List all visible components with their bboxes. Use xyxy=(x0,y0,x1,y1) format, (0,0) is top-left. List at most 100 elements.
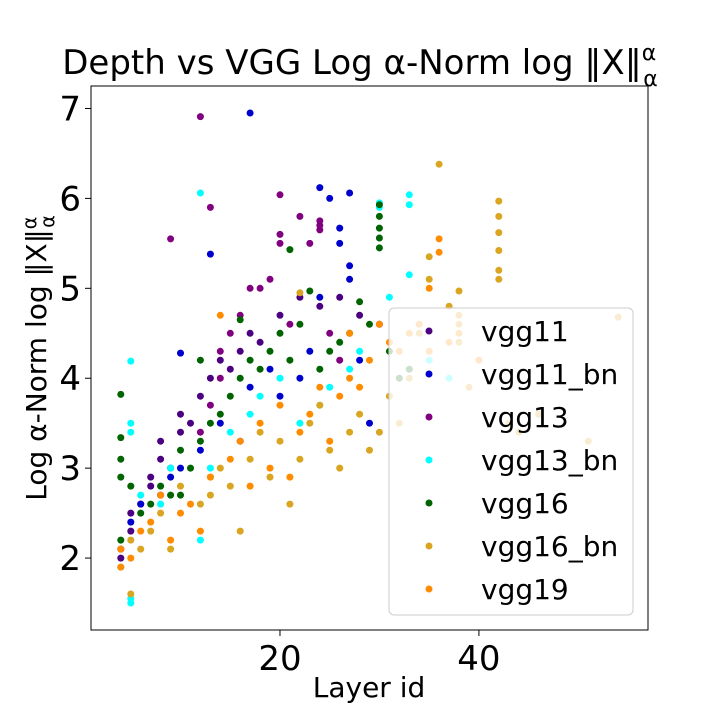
y-tick-label: 7 xyxy=(59,89,81,129)
point-vgg16_bn-42 xyxy=(495,212,503,220)
point-vgg16_bn-31 xyxy=(425,253,433,261)
point-vgg16_bn-8 xyxy=(206,491,214,499)
point-vgg19-18 xyxy=(276,401,284,409)
point-vgg19-17 xyxy=(266,464,274,472)
point-vgg11-3 xyxy=(127,509,135,517)
point-vgg16_bn-19 xyxy=(306,419,314,427)
point-vgg13_bn-16 xyxy=(296,419,304,427)
point-vgg11_bn-24 xyxy=(356,356,364,364)
point-vgg19-29 xyxy=(375,320,383,328)
point-vgg19-21 xyxy=(306,410,314,418)
point-vgg11-0 xyxy=(117,554,125,562)
point-vgg19-12 xyxy=(216,311,224,319)
legend-label-vgg11: vgg11 xyxy=(481,315,569,348)
point-vgg19-19 xyxy=(286,473,294,481)
point-vgg16_bn-10 xyxy=(226,482,234,490)
point-vgg11-13 xyxy=(196,392,204,400)
point-vgg16-26 xyxy=(296,320,304,328)
legend: vgg11 vgg11_bn vgg13 vgg13_bn vgg16 vgg16_bnv… xyxy=(388,307,634,616)
y-tick-label: 2 xyxy=(59,539,81,579)
point-vgg13-21 xyxy=(326,329,334,337)
point-vgg16_bn-15 xyxy=(276,437,284,445)
point-vgg11_bn-7 xyxy=(206,250,214,258)
point-vgg16_bn-32 xyxy=(425,275,433,283)
point-vgg11-6 xyxy=(147,473,155,481)
point-vgg16_bn-0 xyxy=(127,590,135,598)
point-vgg16_bn-43 xyxy=(495,229,503,237)
x-tick-label: 40 xyxy=(457,639,500,679)
point-vgg13_bn-15 xyxy=(276,374,284,382)
point-vgg19-8 xyxy=(187,500,194,508)
point-vgg11_bn-23 xyxy=(346,262,354,270)
point-vgg19-36 xyxy=(435,235,443,243)
point-vgg13_bn-23 xyxy=(385,293,393,301)
legend-marker-vgg11_bn xyxy=(425,370,433,378)
point-vgg13_bn-20 xyxy=(356,347,364,355)
point-vgg16-34 xyxy=(375,201,383,209)
point-vgg16_bn-33 xyxy=(435,160,443,168)
point-vgg13_bn-12 xyxy=(226,428,234,436)
point-vgg16-35 xyxy=(375,212,383,220)
point-vgg16_bn-21 xyxy=(326,446,334,454)
point-vgg13_bn-13 xyxy=(246,410,254,418)
point-vgg11-14 xyxy=(206,374,214,382)
y-tick-label: 5 xyxy=(59,269,81,309)
point-vgg11_bn-6 xyxy=(196,446,204,454)
point-vgg13-3 xyxy=(196,428,204,436)
point-vgg13_bn-19 xyxy=(346,365,354,373)
point-vgg11_bn-19 xyxy=(336,239,344,247)
point-vgg11-19 xyxy=(256,338,264,346)
point-vgg11-18 xyxy=(246,329,254,337)
point-vgg16_bn-26 xyxy=(375,428,383,436)
point-vgg16_bn-46 xyxy=(495,275,503,283)
point-vgg11_bn-20 xyxy=(336,224,344,232)
point-vgg13-6 xyxy=(216,347,224,355)
point-vgg16-24 xyxy=(286,246,294,254)
point-vgg19-37 xyxy=(435,248,443,256)
point-vgg16_bn-3 xyxy=(147,527,155,535)
point-vgg11-8 xyxy=(157,437,165,445)
legend-label-vgg13_bn: vgg13_bn xyxy=(481,444,618,477)
point-vgg16_bn-11 xyxy=(236,527,244,535)
point-vgg16_bn-17 xyxy=(296,289,304,297)
point-vgg11_bn-22 xyxy=(346,275,354,283)
point-vgg19-5 xyxy=(157,491,165,499)
legend-marker-vgg11 xyxy=(425,327,433,335)
point-vgg11_bn-8 xyxy=(216,419,224,427)
point-vgg13-10 xyxy=(256,284,264,292)
point-vgg16_bn-14 xyxy=(266,473,274,481)
point-vgg16-17 xyxy=(226,392,234,400)
point-vgg19-11 xyxy=(206,473,214,481)
point-vgg16_bn-18 xyxy=(296,455,304,463)
point-vgg19-4 xyxy=(147,518,155,526)
point-vgg16_bn-5 xyxy=(167,545,175,553)
point-vgg11_bn-3 xyxy=(167,473,175,481)
point-vgg13-15 xyxy=(286,320,294,328)
point-vgg16-1 xyxy=(117,434,125,442)
point-vgg13-7 xyxy=(226,329,234,337)
point-vgg16-11 xyxy=(177,491,184,499)
plot-frame xyxy=(90,85,649,631)
point-vgg16-28 xyxy=(316,365,324,373)
point-vgg11_bn-13 xyxy=(276,392,284,400)
point-vgg13_bn-6 xyxy=(137,491,145,499)
point-vgg16-18 xyxy=(236,316,244,324)
point-vgg16-4 xyxy=(117,536,125,544)
point-vgg11_bn-17 xyxy=(316,184,324,192)
point-vgg13_bn-26 xyxy=(405,271,413,279)
point-vgg13-22 xyxy=(336,356,344,364)
point-vgg16-38 xyxy=(375,244,383,252)
point-vgg19-7 xyxy=(177,509,184,517)
point-vgg16-8 xyxy=(157,482,165,490)
point-vgg13_bn-5 xyxy=(127,428,135,436)
point-vgg16_bn-6 xyxy=(177,482,184,490)
point-vgg19-26 xyxy=(346,374,354,382)
legend-box xyxy=(388,307,634,616)
point-vgg16_bn-45 xyxy=(495,266,503,274)
point-vgg11_bn-16 xyxy=(316,293,324,301)
x-axis: 20 40 xyxy=(258,630,501,679)
point-vgg11-16 xyxy=(226,365,234,373)
point-vgg19-20 xyxy=(296,428,304,436)
point-vgg13-5 xyxy=(216,374,224,382)
point-vgg13-11 xyxy=(266,275,274,283)
